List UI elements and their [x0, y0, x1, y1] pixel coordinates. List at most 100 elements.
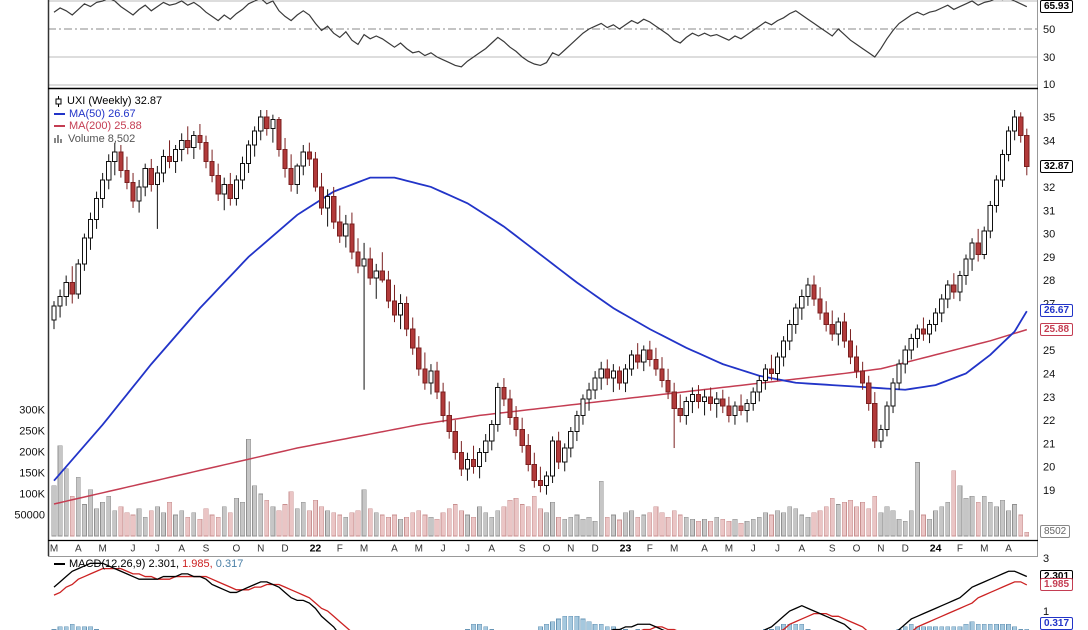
date-axis-label: D — [902, 544, 909, 555]
candle-body — [902, 349, 908, 365]
volume-bar — [300, 502, 306, 537]
volume-bar — [319, 506, 324, 537]
volume-bar — [550, 502, 555, 537]
volume-label: Volume 8,502 — [68, 132, 136, 145]
candle-body — [63, 282, 69, 298]
price-panel-legend: UXI (Weekly) 32.87 MA(50) 26.67 MA(200) … — [54, 95, 162, 145]
candle-body — [318, 186, 325, 209]
candle-body — [282, 149, 288, 169]
volume-bar — [282, 504, 288, 537]
macd-line-icon — [54, 563, 65, 565]
price-value-box: 32.87 — [1040, 159, 1074, 173]
candle-body — [695, 393, 702, 402]
date-axis-label: J — [465, 544, 470, 555]
candle-body — [598, 368, 604, 379]
macd-histogram-bar — [537, 626, 543, 630]
candle-body — [562, 447, 568, 463]
macd-histogram-bar — [951, 626, 957, 630]
macd-hist-label: 0.317 — [215, 558, 244, 570]
candle-body — [124, 170, 130, 183]
volume-bar — [987, 502, 993, 537]
macd-histogram-bar — [1000, 623, 1005, 630]
candle-body — [452, 431, 458, 454]
candle-body — [689, 393, 695, 402]
volume-bar — [428, 516, 434, 537]
candle-body — [890, 382, 896, 407]
volume-bar — [422, 514, 428, 537]
candle-body — [245, 144, 252, 165]
volume-bar — [738, 523, 744, 537]
volume-bar — [252, 485, 258, 537]
candle-body — [197, 135, 203, 144]
volume-bar — [246, 439, 251, 537]
volume-bar — [404, 516, 410, 537]
price-tick-label: 35 — [1043, 112, 1055, 124]
date-axis-label: O — [233, 544, 241, 555]
candle-body — [531, 463, 537, 482]
candle-body — [397, 303, 404, 316]
volume-bar — [933, 510, 938, 537]
candle-body — [653, 358, 659, 370]
volume-bar — [94, 508, 99, 537]
candle-body — [1018, 116, 1024, 137]
candle-body — [118, 151, 124, 172]
macd-histogram-bar — [793, 623, 799, 630]
candle-body — [878, 428, 884, 442]
candle-body — [762, 368, 768, 381]
rsi-value-box: 65.93 — [1040, 0, 1074, 13]
candle-body — [300, 151, 306, 167]
volume-tick-label: 250K — [19, 426, 45, 438]
candle-body — [720, 398, 726, 407]
candle-body — [732, 405, 738, 416]
volume-bar — [313, 499, 318, 537]
volume-bar — [288, 491, 294, 537]
date-axis-label: M — [50, 544, 58, 555]
candle-body — [458, 452, 464, 470]
volume-bar — [860, 502, 866, 537]
volume-bar — [890, 510, 896, 537]
candle-body — [914, 328, 920, 339]
volume-bar — [896, 518, 902, 537]
candle-body — [112, 151, 118, 162]
macd-histogram-bar — [477, 623, 482, 630]
volume-bar — [866, 508, 872, 537]
macd-histogram-bar — [483, 626, 489, 630]
candle-body — [537, 480, 543, 486]
candle-body — [768, 368, 775, 374]
volume-bar — [799, 514, 805, 537]
volume-bar — [1024, 532, 1030, 537]
candle-body — [829, 323, 835, 335]
volume-bar — [708, 520, 714, 537]
date-axis-label: 23 — [620, 543, 632, 555]
volume-bar — [477, 506, 482, 537]
candle-body — [410, 328, 416, 349]
date-axis-label: S — [829, 544, 836, 555]
volume-bar — [276, 510, 282, 537]
volume-bar — [914, 462, 920, 537]
macd-histogram-bar — [57, 626, 63, 630]
candle-body — [993, 179, 999, 207]
volume-bar — [69, 495, 75, 537]
ma50-line — [53, 176, 1028, 482]
candle-body — [93, 198, 100, 221]
volume-bar — [1006, 510, 1011, 537]
volume-bar — [410, 512, 416, 537]
candle-body — [385, 279, 391, 302]
legend-ma200-row: MA(200) 25.88 — [54, 120, 162, 133]
volume-bar — [367, 508, 373, 537]
date-axis-label: O — [853, 544, 861, 555]
candle-body — [428, 370, 434, 384]
macd-main-line — [53, 562, 1028, 630]
volume-bar — [215, 516, 221, 537]
date-axis-label: A — [799, 544, 806, 555]
volume-bar — [440, 512, 446, 537]
candle-body — [622, 368, 629, 384]
volume-bar — [465, 514, 470, 537]
candle-body — [987, 205, 993, 232]
macd-histogram-bar — [927, 626, 932, 630]
macd-histogram-bar — [88, 626, 93, 630]
volume-bar — [398, 518, 403, 537]
volume-bar — [507, 499, 513, 537]
date-axis-label: F — [337, 544, 343, 555]
volume-bar — [762, 512, 768, 537]
